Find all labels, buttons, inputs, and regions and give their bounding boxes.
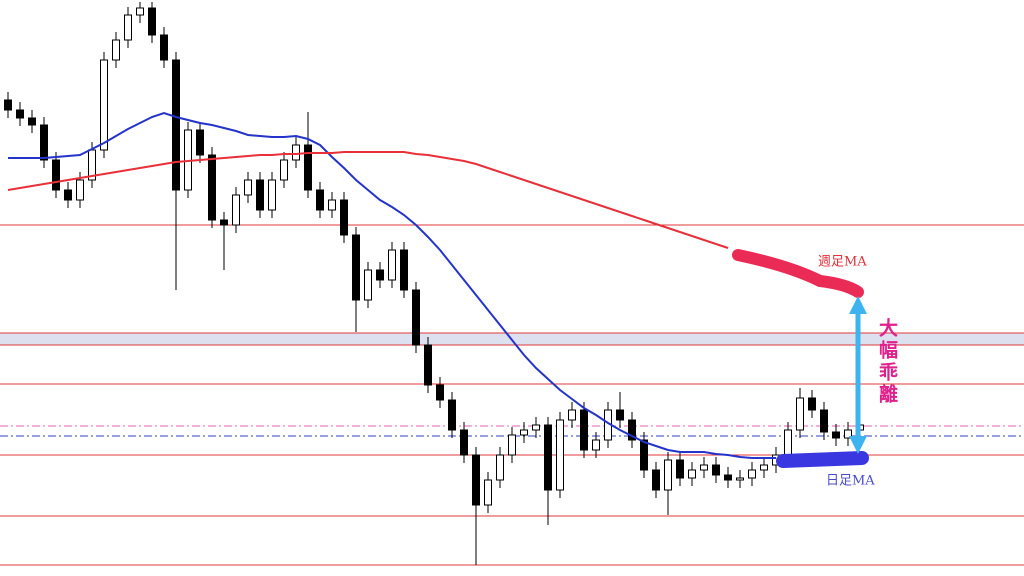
candle-body [340,199,348,236]
candle-body [640,439,648,471]
candle-body [28,117,36,126]
candle-body [760,464,768,471]
candle-body [424,344,432,386]
series-label: 週足MA [818,255,867,270]
candle-body [364,269,372,301]
candle-body [160,34,168,61]
candle-body [832,431,840,439]
candle-body [556,419,564,491]
candle-body [76,179,84,201]
candle-body [244,179,252,196]
candle-body [148,7,156,36]
candle-body [16,109,24,119]
candle-body [676,459,684,479]
candle-body [256,179,264,211]
highlight-stroke [776,451,869,468]
candle-body [568,409,576,421]
candle-body [280,159,288,181]
candle-body [136,7,144,16]
candle-body [448,399,456,431]
arrow-head [849,296,867,314]
candle-body [700,464,708,471]
candle-body [172,59,180,191]
candle-body [712,464,720,476]
candle-body [4,99,12,111]
candle-body [304,144,312,191]
candle-body [100,59,108,151]
candle-body [544,424,552,491]
candle-body [844,429,852,439]
candle-body [532,424,540,431]
candle-body [40,124,48,161]
candle-body [220,219,228,226]
candle-body [412,289,420,346]
candle-body [820,409,828,433]
candle-body [460,429,468,456]
candle-body [124,14,132,41]
ma-line [8,111,776,459]
candle-body [508,434,516,456]
candle-body [748,469,756,479]
candle-body [592,439,600,451]
ma-line [7,151,729,249]
candle-body [784,429,792,456]
candle-body [232,194,240,226]
candle-body [400,249,408,291]
candle-body [652,469,660,491]
candle-body [352,234,360,301]
candle-body [388,249,396,281]
candle-body [484,479,492,506]
candle-body [328,199,336,211]
candle-body [616,409,624,421]
candle-body [52,159,60,191]
candle-body [520,429,528,436]
candle-body [688,469,696,479]
candle-body [736,477,744,481]
candle-body [664,459,672,491]
annotation: 大幅乖離 [876,318,898,406]
highlight-stroke [732,249,864,298]
candle-body [628,419,636,441]
candle-body [112,39,120,61]
candle-body [796,397,804,431]
candle-body [472,454,480,506]
candle-body [496,454,504,481]
candle-body [64,189,72,201]
candle-body [268,179,276,211]
candle-body [376,269,384,281]
candle-body [580,409,588,451]
candle-body [724,474,732,481]
candle-body [436,384,444,401]
candle-body [292,144,300,161]
candle-body [316,189,324,211]
candle-body [208,154,216,221]
candle-body [196,129,204,156]
series-label: 日足MA [826,474,875,489]
candle-body [808,397,816,411]
arrow-head [849,436,867,454]
